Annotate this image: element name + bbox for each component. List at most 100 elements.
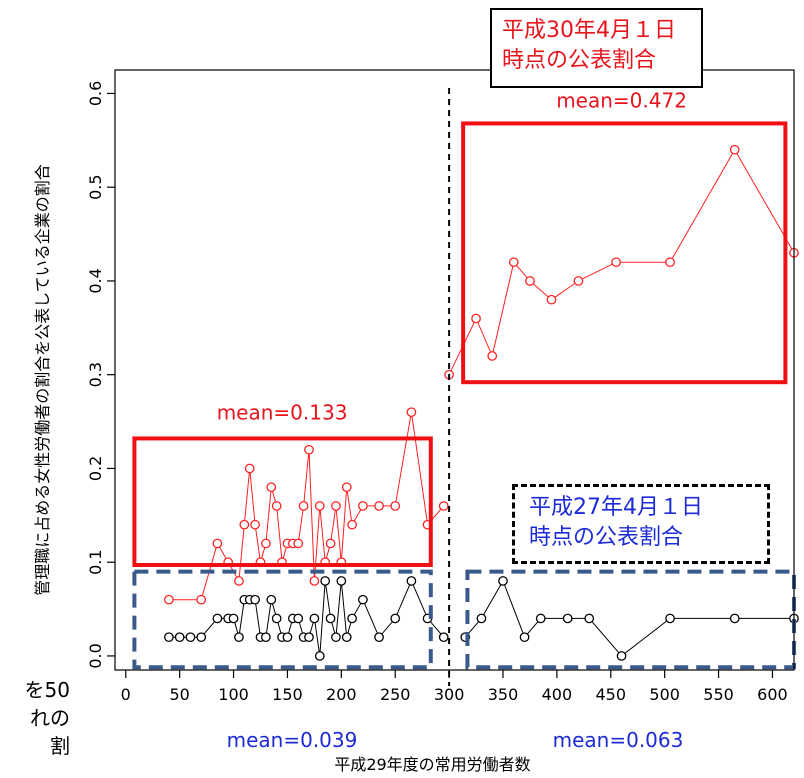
box-2015-line2: 時点の公表割合 xyxy=(529,525,684,550)
series-1-point-9 xyxy=(729,144,740,155)
series-3-point-6 xyxy=(584,613,595,624)
series-2-line xyxy=(168,579,445,656)
series-1-line xyxy=(448,148,795,375)
series-2-point-26 xyxy=(336,576,347,586)
series-2-point-29 xyxy=(358,594,368,605)
x-tick-label-250: 250 xyxy=(380,685,411,704)
y-tick-label-group-0.2: 0.2 xyxy=(86,456,105,481)
clipped-side-text: を50 れの 割 xyxy=(0,676,70,760)
series-3-point-4 xyxy=(535,613,546,624)
series-0-point-6 xyxy=(244,463,255,474)
series-2-point-3 xyxy=(196,632,207,643)
series-0-point-5 xyxy=(239,519,250,530)
x-tick-label-0: 0 xyxy=(121,685,131,704)
series-2-point-1 xyxy=(174,632,185,643)
plot-frame xyxy=(114,69,795,671)
series-1-point-6 xyxy=(573,276,584,286)
series-2-point-30 xyxy=(374,632,384,643)
series-1-point-7 xyxy=(611,257,622,268)
series-2-point-14 xyxy=(271,613,282,624)
series-2-point-31 xyxy=(390,613,401,624)
x-axis-label: 平成29年度の常用労働者数 xyxy=(334,755,530,774)
x-tick-label-50: 50 xyxy=(169,685,189,704)
series-2-point-28 xyxy=(347,613,357,624)
y-tick-label-0.1: 0.1 xyxy=(86,549,105,574)
series-0-point-16 xyxy=(298,501,309,511)
x-tick-label-450: 450 xyxy=(596,685,627,704)
clipped-line-1: を50 xyxy=(24,678,70,702)
series-0-point-31 xyxy=(438,501,449,511)
series-2-point-34 xyxy=(438,632,449,643)
box-red-right xyxy=(461,121,788,385)
series-2-point-20 xyxy=(304,632,314,643)
box-blue-left xyxy=(132,569,433,670)
y-tick-label-group-0.5: 0.5 xyxy=(86,174,105,199)
series-2-point-25 xyxy=(331,632,341,643)
series-0-point-2 xyxy=(212,538,223,549)
x-tick-label-350: 350 xyxy=(488,685,519,704)
y-tick-label-0.3: 0.3 xyxy=(86,362,105,387)
series-3-point-3 xyxy=(519,632,530,643)
series-2-point-6 xyxy=(228,613,239,624)
clipped-line-2: れの xyxy=(30,706,70,730)
box-2018-line1: 平成30年4月１日 xyxy=(502,18,676,43)
series-2-point-27 xyxy=(341,632,352,643)
series-1-point-2 xyxy=(487,351,498,361)
y-tick-label-0.5: 0.5 xyxy=(86,174,105,199)
series-2-point-4 xyxy=(212,613,223,624)
y-tick-label-0.6: 0.6 xyxy=(86,81,105,106)
series-2-point-21 xyxy=(309,613,320,624)
x-tick-label-200: 200 xyxy=(326,685,357,704)
series-0-point-11 xyxy=(271,501,282,511)
series-1-point-5 xyxy=(546,294,557,305)
series-0-point-22 xyxy=(331,501,341,511)
box-red-left xyxy=(132,436,433,567)
series-0-point-15 xyxy=(293,538,304,549)
series-3-point-8 xyxy=(665,613,675,624)
y-tick-label-group-0.6: 0.6 xyxy=(86,81,105,106)
box-2018-label: 平成30年4月１日 時点の公表割合 xyxy=(490,8,703,88)
series-3-line xyxy=(464,579,794,657)
series-2-point-13 xyxy=(266,594,277,605)
series-3-point-5 xyxy=(562,613,573,624)
clipped-line-3: 割 xyxy=(50,734,70,758)
y-axis-label: 管理職に占める女性労働者の割合を公表している企業の割合 xyxy=(33,164,52,596)
series-2-point-2 xyxy=(185,632,196,643)
series-2-point-12 xyxy=(261,632,271,643)
y-axis-label-group: 管理職に占める女性労働者の割合を公表している企業の割合 xyxy=(33,164,52,596)
series-3-point-2 xyxy=(498,576,508,586)
series-0-point-1 xyxy=(196,594,207,605)
x-tick-label-150: 150 xyxy=(272,685,303,704)
series-2-point-16 xyxy=(282,632,293,643)
y-tick-label-group-0.4: 0.4 xyxy=(86,268,105,293)
series-3-point-7 xyxy=(616,651,627,661)
series-0-point-10 xyxy=(266,482,277,493)
series-1-point-8 xyxy=(665,257,675,268)
series-0-point-29 xyxy=(406,407,417,418)
box-2015-line1: 平成27年4月１日 xyxy=(529,495,703,520)
series-2-point-7 xyxy=(234,632,244,643)
mean-left-2018: mean=0.133 xyxy=(217,401,348,425)
series-2-point-0 xyxy=(164,632,174,643)
x-tick-label-550: 550 xyxy=(703,685,734,704)
series-0-point-24 xyxy=(341,482,352,493)
series-0-point-17 xyxy=(304,444,314,455)
series-0-point-21 xyxy=(325,538,336,549)
mean-left-2015: mean=0.039 xyxy=(227,728,358,752)
mean-right-2015: mean=0.063 xyxy=(553,728,684,752)
series-3-point-1 xyxy=(476,613,487,624)
series-0-point-25 xyxy=(347,519,357,530)
series-2-point-32 xyxy=(406,576,417,586)
series-2-point-10 xyxy=(250,594,260,605)
y-tick-label-group-0.3: 0.3 xyxy=(86,362,105,387)
series-2-point-23 xyxy=(320,576,331,586)
series-0-point-19 xyxy=(314,501,325,511)
series-2-point-24 xyxy=(325,613,336,624)
box-blue-right xyxy=(465,569,796,670)
y-tick-label-0.2: 0.2 xyxy=(86,456,105,481)
mean-right-2018: mean=0.472 xyxy=(556,89,687,113)
y-tick-label-0: 0.0 xyxy=(86,643,105,668)
y-tick-label-0.4: 0.4 xyxy=(86,268,105,293)
x-tick-label-100: 100 xyxy=(218,685,249,704)
